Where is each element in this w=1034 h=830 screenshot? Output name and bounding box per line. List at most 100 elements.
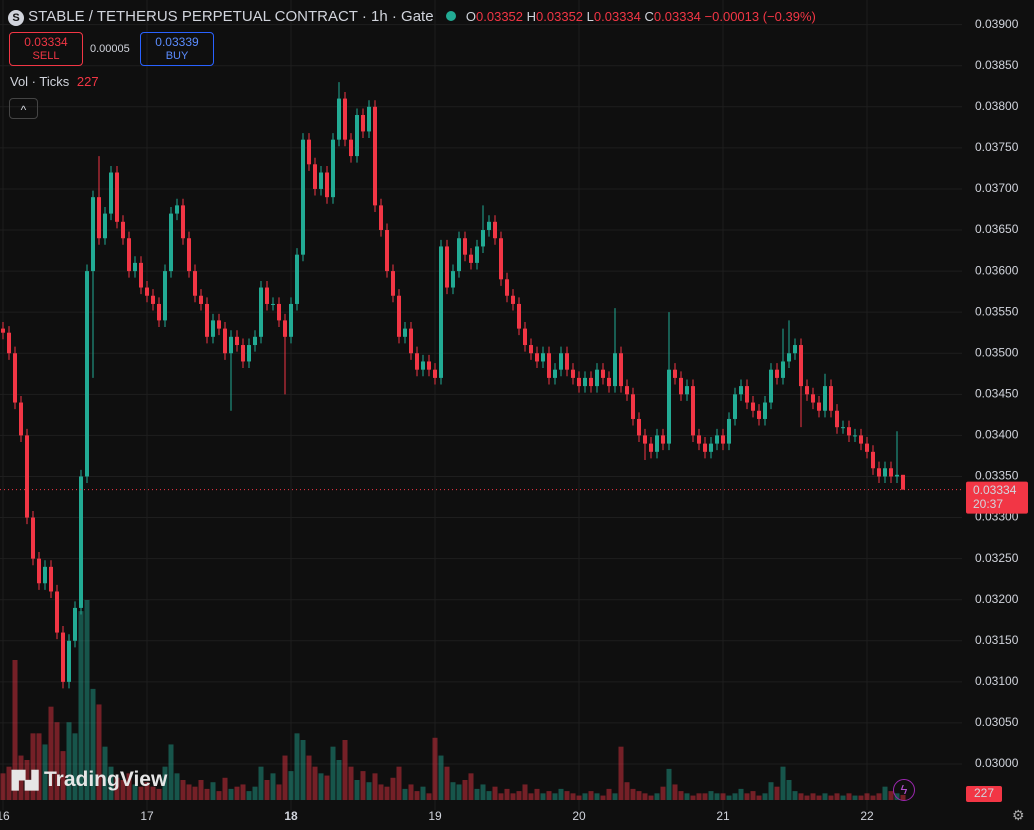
volume-bar	[768, 782, 774, 800]
y-tick-label: 0.03350	[975, 469, 1019, 483]
candle-body	[595, 369, 599, 387]
volume-bar	[162, 766, 168, 800]
candle-body	[571, 369, 575, 378]
settings-button[interactable]: ⚙	[1012, 807, 1025, 823]
volume-bar	[840, 795, 846, 800]
volume-bar	[528, 793, 534, 800]
last-price-tag	[966, 481, 1028, 514]
volume-bar	[888, 791, 894, 800]
candle-body	[763, 402, 767, 419]
volume-bar	[276, 784, 282, 800]
volume-bar	[852, 795, 858, 800]
volume-bar	[102, 746, 108, 800]
volume-bar	[354, 780, 360, 800]
candle-body	[565, 353, 569, 370]
x-tick-label: 16	[0, 809, 10, 823]
candle-body	[469, 254, 473, 263]
brand-icon: ▛▟	[12, 771, 39, 790]
volume-bar	[294, 733, 300, 800]
candle-body	[403, 328, 407, 337]
candle-body	[655, 435, 659, 452]
last-price-label: 0.03334	[973, 483, 1017, 497]
candle-body	[553, 369, 557, 378]
candle-body	[775, 369, 779, 378]
volume-bar	[816, 795, 822, 800]
volume-bar	[498, 793, 504, 800]
volume-bar	[420, 786, 426, 800]
change: −0.00013 (−0.39%)	[704, 9, 816, 24]
volume-bar	[72, 733, 78, 800]
y-tick-label: 0.03800	[975, 99, 1019, 113]
volume-bar	[546, 791, 552, 800]
candle-body	[25, 435, 29, 518]
y-tick-label: 0.03450	[975, 386, 1019, 400]
collapse-button[interactable]: ^	[9, 98, 38, 119]
sell-label: SELL	[32, 50, 60, 62]
volume-bar	[432, 737, 438, 800]
volume-bar	[30, 733, 36, 800]
volume-bar	[822, 793, 828, 800]
candle-body	[631, 394, 635, 419]
volume-bar	[90, 688, 96, 800]
candle-body	[625, 386, 629, 395]
volume-bar	[414, 791, 420, 800]
volume-bar	[612, 793, 618, 800]
volume-bar	[264, 780, 270, 800]
buy-button[interactable]: 0.03339 BUY	[140, 32, 214, 66]
symbol-title[interactable]: STABLE / TETHERUS PERPETUAL CONTRACT · 1…	[28, 8, 434, 25]
volume-bar	[234, 786, 240, 800]
candle-body	[307, 139, 311, 165]
volume-bar	[678, 791, 684, 800]
sell-price: 0.03334	[24, 35, 68, 49]
y-tick-label: 0.03200	[975, 592, 1019, 606]
volume-bar	[228, 788, 234, 800]
volume-bar	[450, 782, 456, 800]
candle-body	[721, 435, 725, 444]
candle-body	[253, 336, 257, 346]
volume-bar	[258, 766, 264, 800]
flash-button[interactable]: ϟ	[893, 779, 915, 801]
volume-bar	[804, 795, 810, 800]
y-tick-label: 0.03100	[975, 674, 1019, 688]
volume-bar	[318, 773, 324, 800]
volume-bar	[462, 780, 468, 800]
candle-body	[1, 328, 5, 333]
candle-body	[241, 345, 245, 362]
volume-bar	[126, 773, 132, 800]
candle-body	[637, 418, 641, 436]
candle-body	[199, 295, 203, 304]
volume-bar	[60, 751, 66, 800]
volume-bar	[876, 793, 882, 800]
spread: 0.00005	[90, 43, 130, 55]
candle-body	[193, 271, 197, 296]
volume-bar	[246, 791, 252, 800]
volume-bar	[288, 771, 294, 800]
sell-button[interactable]: 0.03334 SELL	[9, 32, 83, 66]
candle-body	[121, 221, 125, 239]
volume-bar	[150, 786, 156, 800]
candle-body	[703, 443, 707, 452]
candle-body	[19, 402, 23, 436]
candle-body	[349, 139, 353, 157]
brand-logo: ▛▟ TradingView	[12, 768, 167, 792]
candle-body	[145, 287, 149, 296]
candle-body	[361, 115, 365, 132]
candle-body	[769, 369, 773, 403]
candle-body	[541, 353, 545, 362]
y-tick-label: 0.03400	[975, 428, 1019, 442]
volume-bar	[480, 784, 486, 800]
candle-body	[457, 238, 461, 272]
volume-bar	[720, 793, 726, 800]
candle-body	[367, 106, 371, 132]
volume-bar	[786, 780, 792, 800]
candle-body	[679, 377, 683, 395]
candle-body	[319, 172, 323, 189]
volume-bar	[282, 755, 288, 800]
volume-bar	[156, 788, 162, 800]
status-dot	[445, 11, 456, 21]
candle-body	[133, 262, 137, 272]
candle-body	[343, 98, 347, 140]
candle-body	[55, 591, 59, 633]
volume-bar	[216, 791, 222, 800]
last-time-label: 20:37	[973, 497, 1003, 511]
